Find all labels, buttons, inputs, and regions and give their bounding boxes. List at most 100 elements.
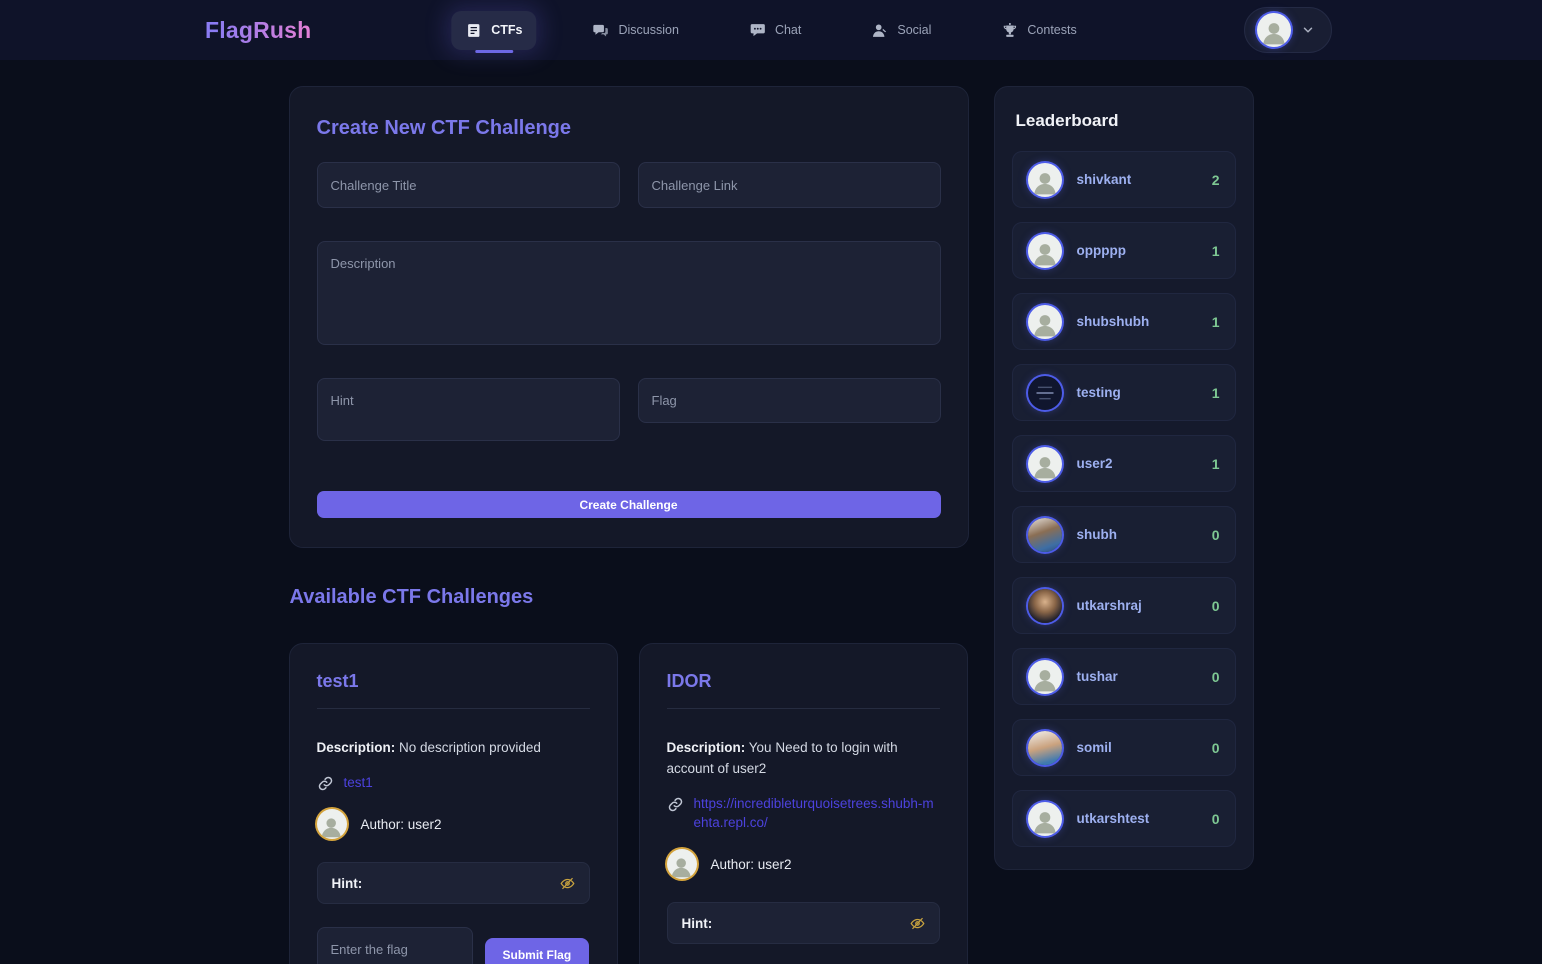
tab-contests[interactable]: Contests xyxy=(987,11,1090,50)
ctf-list-icon xyxy=(465,22,482,39)
leaderboard-user-score: 0 xyxy=(1211,739,1220,756)
challenge-title-input[interactable] xyxy=(316,162,620,208)
challenge-link-row: test1 xyxy=(317,773,590,792)
leaderboard-user-name: tushar xyxy=(1076,669,1118,684)
challenge-title: IDOR xyxy=(666,671,940,709)
leaderboard-user-avatar xyxy=(1027,162,1062,197)
author-text: Author: user2 xyxy=(710,856,792,872)
leaderboard-user-score: 2 xyxy=(1211,171,1220,188)
leaderboard-user-name: shivkant xyxy=(1076,172,1132,187)
tab-discussion[interactable]: Discussion xyxy=(579,11,693,50)
person-icon xyxy=(668,853,694,879)
eye-off-icon[interactable] xyxy=(560,876,575,891)
leaderboard-row: shivkant 2 xyxy=(1011,151,1236,208)
tab-social[interactable]: Social xyxy=(857,11,945,50)
person-icon xyxy=(1030,167,1060,197)
right-column: Leaderboard shivkant 2 oppppp 1 shubshub… xyxy=(993,86,1254,870)
flag-submit-row: Submit Flag xyxy=(316,927,590,964)
main-content: Create New CTF Challenge Create Challeng… xyxy=(288,60,1254,964)
leaderboard-row: tushar 0 xyxy=(1011,648,1236,705)
description-text: No description provided xyxy=(399,740,541,755)
person-icon xyxy=(1030,806,1060,836)
eye-off-icon[interactable] xyxy=(910,916,925,931)
leaderboard-user-name: oppppp xyxy=(1076,243,1126,258)
leaderboard-user-avatar xyxy=(1027,304,1062,339)
challenge-cards: test1 Description: No description provid… xyxy=(288,643,969,964)
leaderboard-user-name: shubh xyxy=(1076,527,1118,542)
leaderboard-row: testing 1 xyxy=(1011,364,1236,421)
tab-chat[interactable]: Chat xyxy=(735,11,815,50)
leaderboard-user-score: 1 xyxy=(1211,242,1220,259)
tab-label: Social xyxy=(897,23,932,37)
author-avatar xyxy=(316,809,347,839)
create-challenge-form: Create New CTF Challenge Create Challeng… xyxy=(288,86,969,548)
submit-flag-button[interactable]: Submit Flag xyxy=(484,938,590,964)
leaderboard-user-name: user2 xyxy=(1076,456,1113,471)
person-icon xyxy=(318,813,344,839)
hint-label: Hint: xyxy=(681,915,713,931)
description-text: You Need to to login with account of use… xyxy=(666,740,898,776)
tab-ctfs[interactable]: CTFs xyxy=(451,10,537,50)
challenges-section-title: Available CTF Challenges xyxy=(289,586,534,608)
leaderboard-user-name: somil xyxy=(1076,740,1112,755)
leaderboard-row: utkarshtest 0 xyxy=(1011,790,1236,847)
leaderboard-title: Leaderboard xyxy=(1015,111,1119,130)
leaderboard-rows: shivkant 2 oppppp 1 shubshubh 1 testing … xyxy=(1011,151,1236,847)
left-column: Create New CTF Challenge Create Challeng… xyxy=(288,86,969,964)
leaderboard-row: oppppp 1 xyxy=(1011,222,1236,279)
logo-avatar-icon xyxy=(1028,376,1062,410)
leaderboard-user-name: shubshubh xyxy=(1076,314,1150,329)
leaderboard-user-avatar xyxy=(1027,233,1062,268)
tab-label: Contests xyxy=(1027,23,1077,37)
leaderboard-user-avatar xyxy=(1027,659,1062,694)
leaderboard-row: shubshubh 1 xyxy=(1011,293,1236,350)
leaderboard-row: shubh 0 xyxy=(1011,506,1236,563)
leaderboard-user-score: 0 xyxy=(1211,810,1220,827)
discussion-icon xyxy=(593,22,610,39)
author-text: Author: user2 xyxy=(360,816,442,832)
hint-textarea[interactable] xyxy=(316,378,620,441)
challenge-description: Description: No description provided xyxy=(317,737,590,758)
user-menu[interactable] xyxy=(1244,7,1332,53)
app-logo: FlagRush xyxy=(205,16,312,43)
contests-icon xyxy=(1001,22,1018,39)
description-label: Description: xyxy=(666,740,746,755)
social-icon xyxy=(871,22,888,39)
person-icon xyxy=(1030,309,1060,339)
nav-tabs: CTFs Discussion Chat Social Contests xyxy=(451,0,1090,60)
leaderboard-row: user2 1 xyxy=(1011,435,1236,492)
chevron-down-icon xyxy=(1301,23,1315,37)
description-label: Description: xyxy=(316,740,396,755)
leaderboard-row: somil 0 xyxy=(1011,719,1236,776)
challenge-description: Description: You Need to to login with a… xyxy=(667,737,940,779)
leaderboard-user-avatar xyxy=(1027,446,1062,481)
author-row: Author: user2 xyxy=(666,849,940,879)
leaderboard-user-avatar xyxy=(1027,375,1062,410)
leaderboard-user-name: utkarshtest xyxy=(1076,811,1150,826)
description-textarea[interactable] xyxy=(316,241,941,345)
challenge-link[interactable]: test1 xyxy=(343,775,373,790)
leaderboard-user-avatar xyxy=(1027,517,1062,552)
form-title: Create New CTF Challenge xyxy=(316,117,572,139)
user-avatar xyxy=(1257,13,1291,47)
author-avatar xyxy=(666,849,697,879)
create-challenge-button[interactable]: Create Challenge xyxy=(316,491,941,518)
flag-input[interactable] xyxy=(637,378,941,423)
hint-label: Hint: xyxy=(331,875,363,891)
challenge-title: test1 xyxy=(316,671,590,709)
flag-answer-input[interactable] xyxy=(316,927,473,964)
author-row: Author: user2 xyxy=(316,809,590,839)
person-icon xyxy=(1259,17,1289,47)
leaderboard-user-name: testing xyxy=(1076,385,1121,400)
challenge-link[interactable]: https://incredibleturquoisetrees.shubh-m… xyxy=(693,796,934,830)
link-icon xyxy=(667,796,684,813)
leaderboard-user-score: 0 xyxy=(1211,668,1220,685)
leaderboard-user-avatar xyxy=(1027,588,1062,623)
leaderboard-user-score: 1 xyxy=(1211,384,1220,401)
challenge-link-input[interactable] xyxy=(637,162,941,208)
tab-label: CTFs xyxy=(491,23,523,37)
hint-box: Hint: xyxy=(316,862,590,904)
leaderboard-user-score: 1 xyxy=(1211,455,1220,472)
hint-box: Hint: xyxy=(666,902,940,944)
leaderboard-user-score: 0 xyxy=(1211,597,1220,614)
